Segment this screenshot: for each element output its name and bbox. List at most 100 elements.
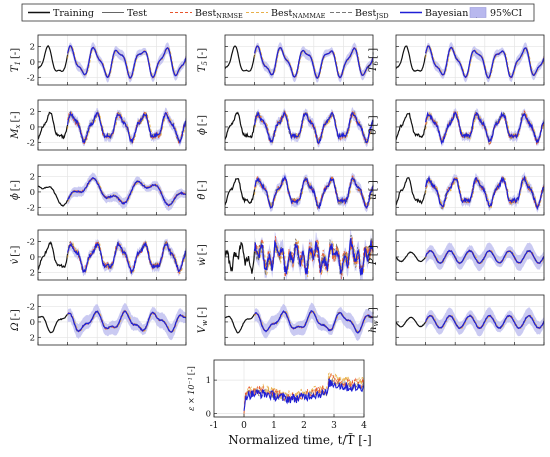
- panel-theta: θ[-]: [368, 99, 545, 151]
- training-line: [396, 251, 427, 263]
- y-axis-label: θ̇[-]: [197, 180, 208, 199]
- training-line: [396, 112, 427, 141]
- plot-area: [396, 242, 544, 272]
- y-tick-label: -2: [27, 303, 35, 313]
- panel-Mx: -2 0 2 Mx[-]: [10, 99, 187, 151]
- plot-area: [225, 302, 373, 341]
- best-nammae-line: [425, 45, 544, 79]
- bayesian-mean-line: [254, 238, 373, 276]
- x-tick-label: 0: [241, 421, 247, 431]
- panel-thetadot: θ̇[-]: [197, 164, 374, 216]
- panel-Omega: 2 0 -2 Ω[-]: [10, 294, 187, 346]
- bayesian-mean-line: [67, 177, 186, 207]
- x-tick-label: 3: [331, 421, 337, 431]
- bayesian-mean-line: [425, 314, 544, 330]
- x-tick-label: 2: [301, 421, 307, 431]
- plot-area: [225, 172, 373, 213]
- panel-frame: [224, 164, 374, 216]
- legend-label: BestNRMSE: [195, 8, 243, 20]
- panel-T1: -2 0 2 T1[-]: [10, 34, 187, 86]
- best-nrmse-line: [254, 44, 373, 79]
- y-axis-label: u̇[-]: [368, 180, 379, 200]
- panel-frame: [37, 229, 187, 281]
- panel-frame: [395, 99, 545, 151]
- y-axis-label: hw[-]: [368, 307, 380, 333]
- panel-frame: [395, 229, 545, 281]
- panel-wdot: ẇ[-]: [197, 229, 374, 281]
- plot-area: [38, 302, 186, 341]
- y-axis-label: v̇[-]: [10, 245, 21, 264]
- legend-label: 95%CI: [490, 8, 522, 19]
- legend-label: Bayesian (μ): [425, 8, 485, 19]
- bayesian-mean-line: [67, 111, 186, 144]
- plot-area: [396, 107, 544, 148]
- y-tick-label: 0: [30, 318, 35, 328]
- training-line: [38, 313, 69, 334]
- plot-area: [38, 42, 186, 83]
- y-tick-label: -2: [27, 238, 35, 248]
- bayesian-mean-line: [243, 378, 364, 411]
- plot-area: [38, 172, 186, 211]
- best-nammae-line: [243, 372, 364, 417]
- y-axis-label: ẇ[-]: [197, 244, 208, 266]
- best-nammae-line: [67, 45, 186, 79]
- x-tick-label: 4: [361, 421, 367, 431]
- bayesian-mean-line: [425, 45, 544, 79]
- y-tick-label: -2: [27, 73, 35, 83]
- y-tick-label: 1: [206, 376, 211, 386]
- panel-frame: [224, 99, 374, 151]
- panel-grid: -202T1[-]T5[-]T6[-]-202Mx[-]ϕ[-]θ[-]-202…: [10, 34, 545, 431]
- bayesian-mean-line: [254, 45, 373, 79]
- legend-item: BestJSD: [330, 8, 389, 20]
- training-line: [225, 313, 255, 334]
- plot-area: [225, 230, 373, 280]
- legend: Training Test BestNRMSE BestNAMMAE BestJSD Ba…: [21, 3, 535, 22]
- y-axis-label: T5[-]: [197, 48, 209, 72]
- panel-frame: [37, 99, 187, 151]
- bayesian-mean-line: [425, 111, 544, 145]
- y-axis-label: Vw[-]: [197, 307, 209, 334]
- panel-frame: [395, 34, 545, 86]
- y-tick-label: 2: [30, 268, 35, 278]
- y-tick-label: 0: [30, 123, 35, 133]
- panel-T6: T6[-]: [368, 34, 545, 86]
- training-line: [396, 176, 427, 206]
- y-axis-label: ε × 10⁻¹[-]: [187, 366, 196, 411]
- panel-hw: hw[-]: [368, 294, 545, 346]
- x-tick-label: 1: [271, 421, 277, 431]
- panel-frame: [224, 294, 374, 346]
- legend-box: [21, 3, 535, 22]
- legend-item: 95%CI: [469, 7, 522, 19]
- training-line: [38, 185, 69, 207]
- panel-background: [214, 360, 364, 417]
- y-axis-label: Ω[-]: [10, 309, 21, 332]
- x-axis-label: Normalized time, t/T̃ [-]: [228, 432, 371, 447]
- training-line: [396, 316, 427, 328]
- best-nammae-line: [254, 44, 373, 79]
- panel-phi: ϕ[-]: [197, 99, 374, 151]
- panel-frame: [37, 34, 187, 86]
- bayesian-mean-line: [254, 110, 373, 144]
- panel-frame: [395, 294, 545, 346]
- y-tick-label: 0: [206, 410, 211, 420]
- y-tick-label: 0: [30, 253, 35, 263]
- y-axis-label: θ[-]: [368, 115, 379, 134]
- y-axis-label: Mx[-]: [10, 111, 22, 139]
- x-tick-label: -1: [210, 421, 219, 431]
- panel-frame: [395, 164, 545, 216]
- y-tick-label: -2: [27, 138, 35, 148]
- plot-area: [38, 238, 186, 277]
- panel-P: P[-]: [368, 229, 545, 281]
- panel-udot: u̇[-]: [368, 164, 545, 216]
- panel-phidot: -2 0 2 ϕ̇[-]: [10, 164, 187, 216]
- training-line: [38, 241, 69, 271]
- bayesian-mean-line: [254, 174, 373, 210]
- panel-Vw: Vw[-]: [197, 294, 374, 346]
- legend-item: Training: [28, 8, 94, 19]
- y-axis-label: T1[-]: [10, 48, 22, 72]
- best-jsd-line: [425, 176, 544, 210]
- training-line: [38, 44, 69, 73]
